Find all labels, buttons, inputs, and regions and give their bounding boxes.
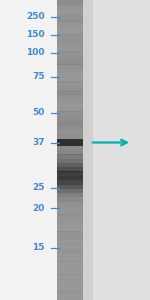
Bar — [57, 0, 93, 300]
Bar — [57, 180, 82, 184]
Text: 150: 150 — [26, 30, 45, 39]
Bar — [57, 154, 82, 159]
Bar — [57, 133, 82, 137]
Bar — [57, 30, 82, 34]
Bar — [57, 219, 82, 223]
Bar — [57, 39, 82, 43]
Bar — [57, 296, 82, 300]
Bar — [57, 227, 82, 232]
Bar — [57, 139, 82, 146]
Bar — [57, 171, 82, 176]
Bar — [57, 244, 82, 249]
Bar — [57, 197, 82, 202]
Bar — [57, 103, 82, 107]
Bar — [57, 184, 82, 189]
Bar — [57, 107, 82, 112]
Bar — [57, 146, 82, 150]
Text: 20: 20 — [33, 204, 45, 213]
Bar — [57, 287, 82, 292]
Bar — [57, 279, 82, 283]
Bar — [57, 111, 82, 116]
Bar — [57, 116, 82, 120]
Bar — [57, 210, 82, 214]
Bar — [57, 189, 82, 193]
Bar — [57, 266, 82, 270]
Bar — [57, 21, 82, 26]
Bar — [93, 0, 150, 300]
Bar — [57, 150, 82, 154]
Text: 25: 25 — [33, 183, 45, 192]
Bar — [57, 56, 82, 60]
Bar — [57, 270, 82, 274]
Bar — [57, 137, 82, 142]
Bar — [57, 94, 82, 99]
Bar — [57, 201, 82, 206]
Bar — [57, 60, 82, 64]
Bar — [57, 0, 82, 4]
Bar — [57, 236, 82, 240]
Bar — [57, 17, 82, 22]
Text: 50: 50 — [33, 108, 45, 117]
Bar — [57, 86, 82, 90]
Bar — [57, 73, 82, 77]
Bar — [57, 193, 82, 197]
Bar — [57, 159, 82, 163]
Bar — [57, 4, 82, 9]
Bar — [57, 223, 82, 227]
Bar — [57, 134, 82, 139]
Bar — [57, 47, 82, 52]
Bar — [57, 291, 82, 296]
Bar — [57, 257, 82, 262]
Text: 250: 250 — [26, 12, 45, 21]
Bar — [57, 274, 82, 279]
Text: 37: 37 — [32, 138, 45, 147]
Bar — [57, 167, 82, 172]
Bar — [57, 81, 82, 86]
Bar — [57, 90, 82, 94]
Bar — [57, 51, 82, 56]
Bar — [57, 26, 82, 30]
Bar — [57, 43, 82, 47]
Bar — [57, 231, 82, 236]
Bar — [57, 240, 82, 244]
Bar — [57, 283, 82, 287]
Bar — [57, 129, 82, 133]
Bar — [57, 9, 82, 13]
Bar — [57, 163, 82, 167]
Text: 75: 75 — [32, 72, 45, 81]
Bar — [57, 146, 82, 151]
Bar — [57, 261, 82, 266]
Bar — [57, 249, 82, 253]
Bar — [57, 69, 82, 73]
Bar — [57, 99, 82, 103]
Bar — [57, 206, 82, 210]
Bar — [57, 64, 82, 69]
Bar — [57, 176, 82, 180]
Bar — [57, 214, 82, 219]
Bar — [57, 77, 82, 82]
Bar — [0, 0, 57, 300]
Bar — [57, 13, 82, 17]
Bar — [57, 124, 82, 129]
Text: 100: 100 — [27, 48, 45, 57]
Bar — [57, 253, 82, 257]
Bar — [57, 34, 82, 39]
Bar — [57, 141, 82, 146]
Bar — [57, 120, 82, 124]
Text: 15: 15 — [33, 243, 45, 252]
